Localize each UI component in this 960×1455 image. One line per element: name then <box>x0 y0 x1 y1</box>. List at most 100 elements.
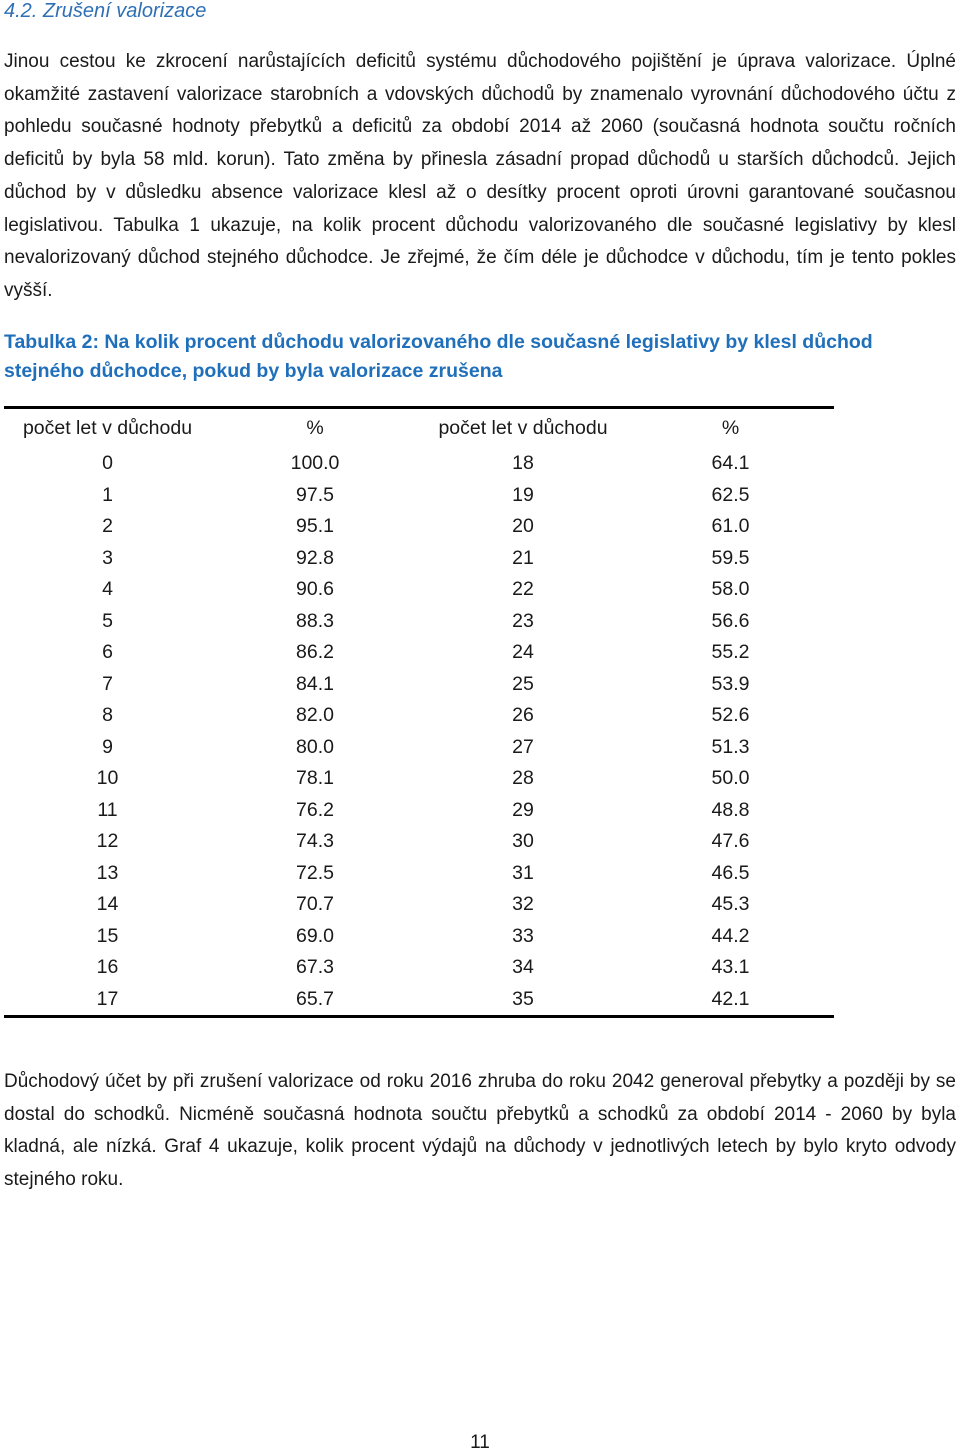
years-cell: 28 <box>512 767 534 790</box>
table-caption: Tabulka 2: Na kolik procent důchodu valo… <box>4 331 873 382</box>
percent-cell: 64.1 <box>711 452 750 475</box>
years-cell: 18 <box>512 452 534 475</box>
percent-cell: 76.2 <box>296 798 334 821</box>
percent-cell: 55.2 <box>711 641 750 664</box>
years-cell: 7 <box>102 672 113 695</box>
percent-cell: 59.5 <box>711 546 750 569</box>
percent-cell: 97.5 <box>296 483 334 506</box>
percent-cell: 88.3 <box>296 609 334 632</box>
table-row: 8 82.0 26 52.6 <box>4 700 834 732</box>
table-row: 4 90.6 22 58.0 <box>4 574 834 606</box>
percent-cell: 52.6 <box>711 704 750 727</box>
years-cell: 14 <box>96 893 119 916</box>
years-cell: 10 <box>96 767 119 790</box>
percent-cell: 44.2 <box>711 924 750 947</box>
table-row: 16 67.3 34 43.1 <box>4 952 834 984</box>
percent-cell: 47.6 <box>711 830 750 853</box>
years-cell: 35 <box>512 987 534 1010</box>
percent-cell: 51.3 <box>711 735 750 758</box>
table-row: 10 78.1 28 50.0 <box>4 763 834 795</box>
years-cell: 17 <box>96 987 119 1010</box>
years-cell: 33 <box>512 924 534 947</box>
table-row: 7 84.1 25 53.9 <box>4 669 834 701</box>
years-cell: 24 <box>512 641 534 664</box>
valorization-table: počet let v důchodu % počet let v důchod… <box>4 406 834 1018</box>
table-row: 6 86.2 24 55.2 <box>4 637 834 669</box>
years-cell: 22 <box>512 578 534 601</box>
percent-cell: 84.1 <box>296 672 334 695</box>
page-number: 11 <box>470 1432 490 1453</box>
percent-cell: 74.3 <box>296 830 334 853</box>
years-cell: 9 <box>102 735 113 758</box>
years-cell: 0 <box>102 452 113 475</box>
years-cell: 30 <box>512 830 534 853</box>
years-cell: 32 <box>512 893 534 916</box>
years-cell: 12 <box>96 830 119 853</box>
table-body: 0 100.0 18 64.1 1 97.5 19 62.5 2 95.1 20 61.0 3 92.8 2… <box>4 448 834 1017</box>
years-cell: 34 <box>512 956 534 979</box>
years-cell: 8 <box>102 704 113 727</box>
years-cell: 31 <box>512 861 534 884</box>
percent-cell: 48.8 <box>711 798 750 821</box>
percent-cell: 95.1 <box>296 515 334 538</box>
years-cell: 11 <box>97 798 118 821</box>
years-cell: 21 <box>512 546 534 569</box>
years-cell: 5 <box>102 609 113 632</box>
valorization-table-container: počet let v důchodu % počet let v důchod… <box>4 406 834 1018</box>
years-cell: 27 <box>512 735 534 758</box>
years-cell: 6 <box>102 641 113 664</box>
percent-cell: 62.5 <box>711 483 750 506</box>
years-cell: 25 <box>512 672 534 695</box>
percent-cell: 67.3 <box>296 956 334 979</box>
years-cell: 13 <box>96 861 119 884</box>
years-cell: 15 <box>96 924 119 947</box>
years-cell: 26 <box>512 704 534 727</box>
table-row: 17 65.7 35 42.1 <box>4 984 834 1017</box>
years-cell: 3 <box>102 546 113 569</box>
years-cell: 16 <box>96 956 119 979</box>
table-row: 12 74.3 30 47.6 <box>4 826 834 858</box>
table-row: 9 80.0 27 51.3 <box>4 732 834 764</box>
closing-paragraph: Důchodový účet by při zrušení valorizace… <box>4 1071 956 1191</box>
percent-cell: 42.1 <box>711 987 750 1010</box>
years-cell: 2 <box>102 515 113 538</box>
header-years-2: počet let v důchodu <box>438 417 608 439</box>
years-cell: 19 <box>512 483 534 506</box>
section-heading: 4.2. Zrušení valorizace <box>4 0 207 22</box>
table-row: 15 69.0 33 44.2 <box>4 921 834 953</box>
percent-cell: 53.9 <box>711 672 750 695</box>
percent-cell: 46.5 <box>711 861 750 884</box>
header-years-1: počet let v důchodu <box>22 417 193 439</box>
percent-cell: 92.8 <box>296 546 334 569</box>
percent-cell: 45.3 <box>711 893 750 916</box>
table-row: 0 100.0 18 64.1 <box>4 448 834 480</box>
percent-cell: 50.0 <box>711 767 750 790</box>
percent-cell: 100.0 <box>290 452 340 475</box>
percent-cell: 65.7 <box>296 987 334 1010</box>
years-cell: 20 <box>512 515 534 538</box>
table-row: 14 70.7 32 45.3 <box>4 889 834 921</box>
header-percent-2: % <box>721 417 740 439</box>
years-cell: 1 <box>102 483 113 506</box>
header-percent-1: % <box>306 417 324 439</box>
table-row: 2 95.1 20 61.0 <box>4 511 834 543</box>
table-row: 13 72.5 31 46.5 <box>4 858 834 890</box>
percent-cell: 43.1 <box>711 956 750 979</box>
percent-cell: 82.0 <box>296 704 334 727</box>
percent-cell: 72.5 <box>296 861 334 884</box>
intro-paragraph: Jinou cestou ke zkrocení narůstajících d… <box>4 51 956 301</box>
percent-cell: 56.6 <box>711 609 750 632</box>
percent-cell: 58.0 <box>711 578 750 601</box>
percent-cell: 90.6 <box>296 578 334 601</box>
percent-cell: 80.0 <box>296 735 334 758</box>
table-row: 11 76.2 29 48.8 <box>4 795 834 827</box>
percent-cell: 78.1 <box>296 767 334 790</box>
years-cell: 23 <box>512 609 534 632</box>
percent-cell: 69.0 <box>296 924 334 947</box>
percent-cell: 86.2 <box>296 641 334 664</box>
percent-cell: 70.7 <box>296 893 334 916</box>
years-cell: 4 <box>102 578 113 601</box>
percent-cell: 61.0 <box>711 515 750 538</box>
table-row: 5 88.3 23 56.6 <box>4 606 834 638</box>
years-cell: 29 <box>512 798 534 821</box>
